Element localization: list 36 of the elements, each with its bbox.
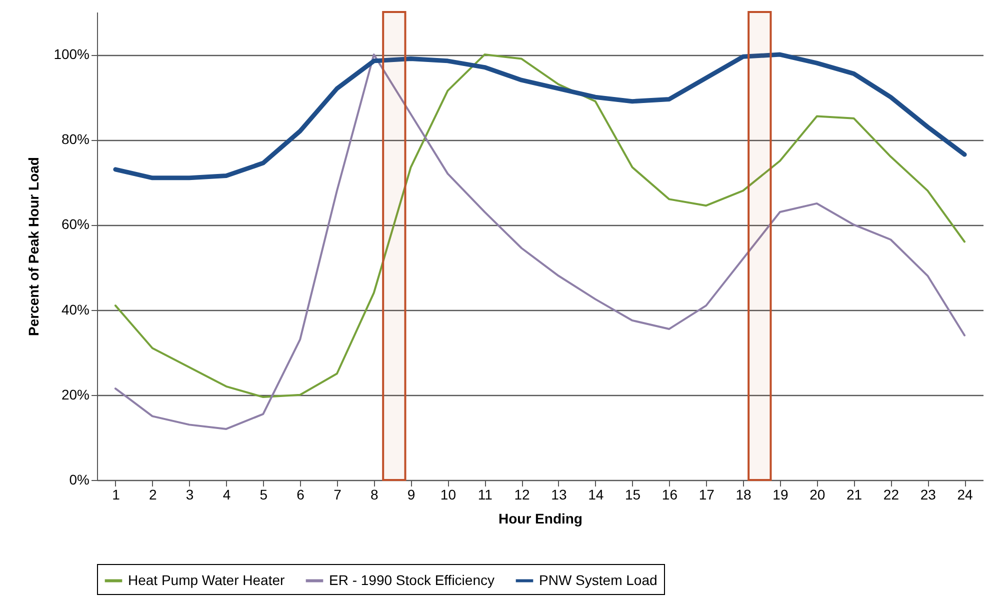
x-tick-label: 23 xyxy=(920,486,936,502)
x-tick-label: 17 xyxy=(698,486,715,502)
x-tick-label: 9 xyxy=(407,486,416,502)
x-tick-label: 24 xyxy=(957,486,974,502)
x-tick-label: 20 xyxy=(810,486,826,502)
x-tick-label: 8 xyxy=(370,486,378,502)
x-tick-label: 14 xyxy=(588,486,604,502)
y-tick-label: 60% xyxy=(61,216,90,232)
line-series xyxy=(113,52,967,180)
y-tick-label: 80% xyxy=(61,131,90,148)
x-tick-label: 22 xyxy=(883,486,900,502)
y-axis-title: Percent of Peak Hour Load xyxy=(26,157,42,336)
x-tick-label: 18 xyxy=(736,486,752,502)
x-tick-label: 11 xyxy=(478,486,493,502)
legend-label: Heat Pump Water Heater xyxy=(128,572,285,588)
x-tick-label: 1 xyxy=(112,486,120,502)
x-tick-label: 16 xyxy=(662,486,678,502)
x-tick-label: 5 xyxy=(260,486,268,502)
x-axis-title: Hour Ending xyxy=(498,510,582,526)
y-tick-label: 100% xyxy=(54,46,90,62)
x-tick-label: 4 xyxy=(222,486,231,502)
x-tick-label: 19 xyxy=(772,486,788,502)
x-tick-label: 6 xyxy=(296,486,305,502)
x-tick-label: 10 xyxy=(440,486,456,502)
x-tick-label: 2 xyxy=(148,486,157,502)
x-tick-label: 12 xyxy=(514,486,530,502)
x-tick-label: 7 xyxy=(334,486,342,502)
x-tick-label: 3 xyxy=(186,486,194,502)
y-tick-label: 40% xyxy=(61,301,90,318)
x-tick-label: 15 xyxy=(625,486,641,502)
legend-label: PNW System Load xyxy=(539,572,658,588)
y-tick-label: 0% xyxy=(69,472,90,488)
x-tick-label: 13 xyxy=(551,486,567,502)
legend-label: ER - 1990 Stock Efficiency xyxy=(329,572,494,588)
x-tick-label: 21 xyxy=(846,486,862,502)
y-tick-label: 20% xyxy=(61,386,90,402)
